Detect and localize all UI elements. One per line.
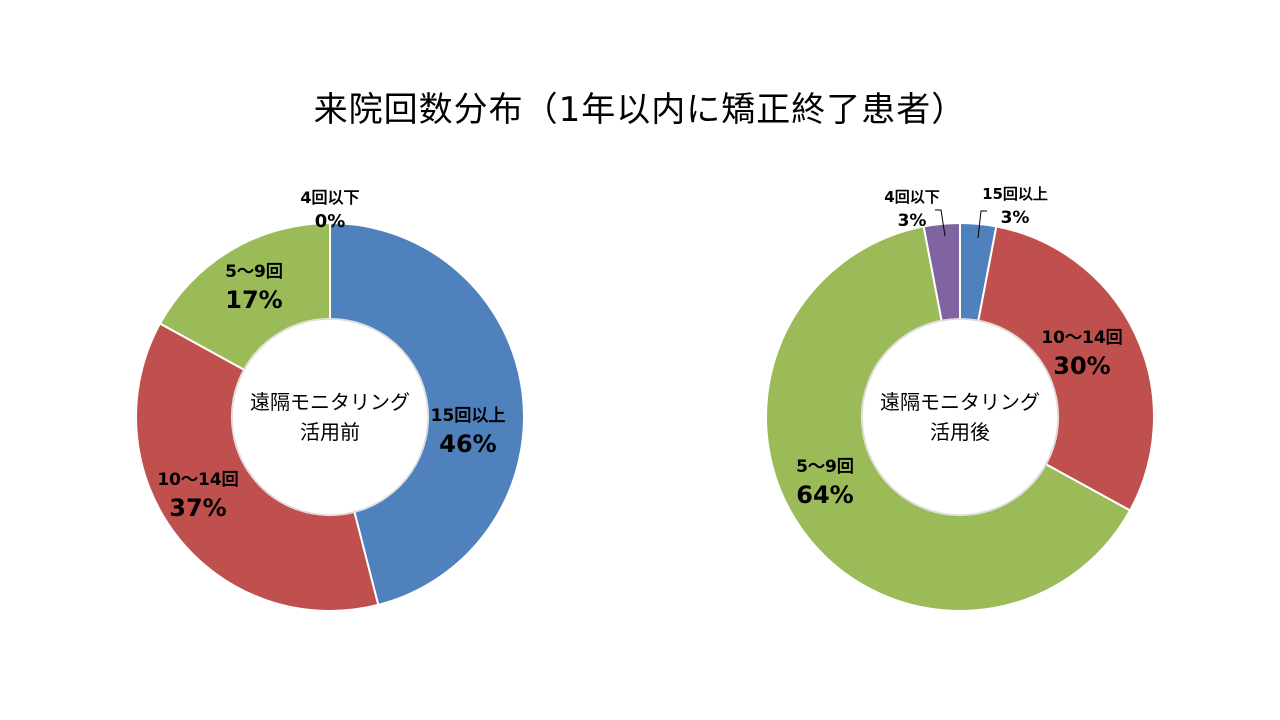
- slice-name-label: 5～9回: [225, 262, 283, 282]
- center-label-line: 活用前: [300, 420, 360, 444]
- slice-name-label: 5～9回: [796, 457, 854, 477]
- slice-percent-label: 0%: [315, 211, 346, 232]
- slice-name-label: 10～14回: [157, 470, 238, 490]
- slice-percent-label: 3%: [1001, 208, 1030, 228]
- center-label-line: 活用後: [930, 420, 990, 444]
- slice-percent-label: 46%: [439, 430, 496, 458]
- center-label-line: 遠隔モニタリング: [250, 390, 410, 414]
- leader-line: [977, 210, 987, 239]
- slice-percent-label: 64%: [796, 481, 853, 509]
- slice-name-label: 15回以上: [431, 406, 506, 426]
- slice-percent-label: 30%: [1053, 352, 1110, 380]
- slice-name-label: 10～14回: [1041, 328, 1122, 348]
- donut-hole: [861, 318, 1059, 516]
- center-label-line: 遠隔モニタリング: [880, 390, 1040, 414]
- slice-name-label: 4回以下: [884, 188, 939, 206]
- slice-percent-label: 3%: [898, 211, 927, 231]
- slice-percent-label: 17%: [225, 286, 282, 314]
- chart-title: 来院回数分布（1年以内に矯正終了患者）: [313, 90, 967, 130]
- slice-name-label: 15回以上: [982, 185, 1048, 203]
- slice-percent-label: 37%: [169, 494, 226, 522]
- donut-hole: [231, 318, 429, 516]
- slice-name-label: 4回以下: [300, 188, 359, 207]
- leader-line: [935, 209, 946, 237]
